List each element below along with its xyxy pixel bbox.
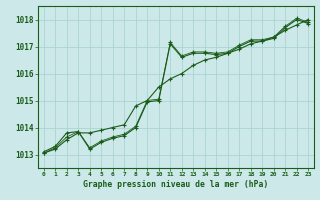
X-axis label: Graphe pression niveau de la mer (hPa): Graphe pression niveau de la mer (hPa) — [84, 180, 268, 189]
